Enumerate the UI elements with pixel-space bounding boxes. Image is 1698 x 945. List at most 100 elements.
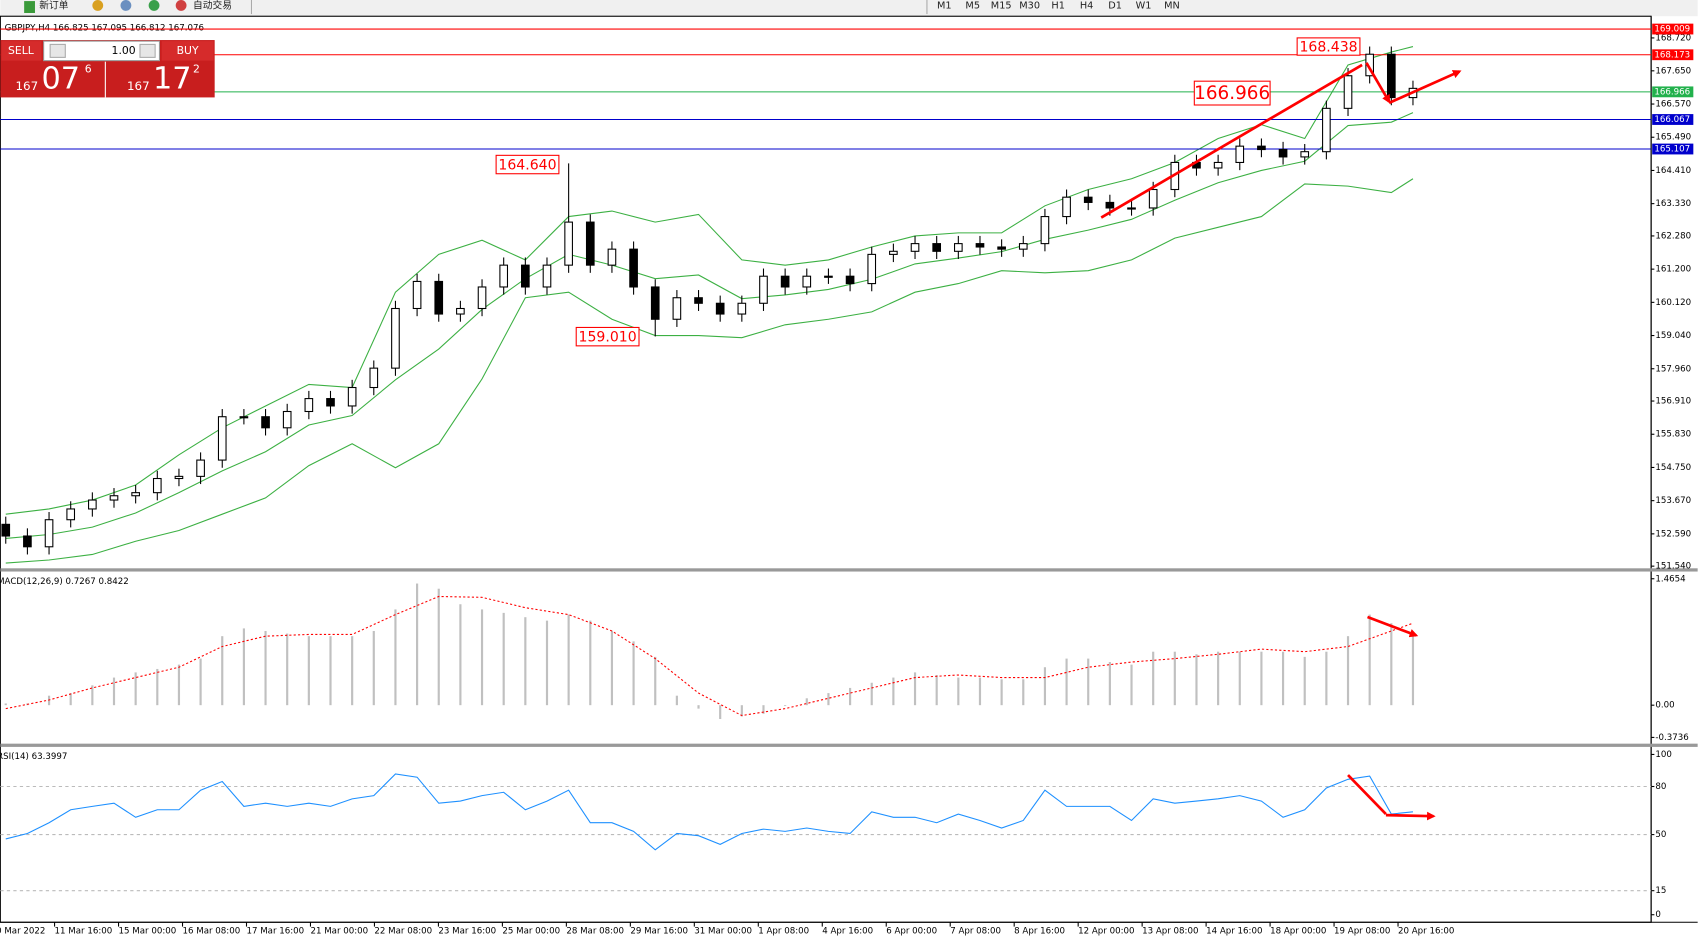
candle-body [282,410,292,429]
icon [92,0,104,11]
buy-label[interactable]: BUY [177,44,199,57]
macd-bar [156,668,159,706]
sell-price-pips[interactable]: 07 [41,62,80,97]
macd-bar [675,695,678,706]
candle-body [953,243,963,252]
timeframe-button[interactable]: M15 [991,0,1012,11]
candle-body [196,459,205,477]
timeframe-button[interactable]: M1 [937,0,952,11]
price-level-label: 169.009 [1654,25,1690,35]
candle-body [802,275,812,288]
candle-body [1257,145,1266,151]
buy-price-point[interactable]: 2 [193,62,200,75]
macd-bar [719,705,722,719]
macd-bar [1043,667,1047,706]
buy-button[interactable] [161,41,214,61]
macd-bar [545,620,549,706]
macd-bar [1325,651,1328,706]
candle-body [845,275,855,285]
timeframe-button[interactable]: M30 [1019,0,1040,11]
y-tick-label: 162.280 [1655,231,1691,241]
price-annotation-box [495,154,560,175]
macd-bar [827,693,830,706]
macd-bar [459,604,462,706]
timeframe-button[interactable]: W1 [1136,0,1152,11]
macd-bar [632,641,635,706]
macd-bar [697,705,700,709]
bollinger-middle [5,112,1414,540]
macd-bar [524,617,527,706]
candle-body [910,243,920,252]
x-tick-label: 14 Apr 16:00 [1206,926,1262,936]
sell-label[interactable]: SELL [8,44,34,57]
buy-price-big[interactable]: 167 [127,79,150,93]
candle-body [152,477,162,494]
x-tick-label: 1 Apr 08:00 [758,926,809,936]
macd-bar [610,630,614,706]
timeframe-button[interactable]: H4 [1080,0,1094,11]
x-tick-label: 12 Apr 00:00 [1078,926,1134,936]
y-tick-label: 165.490 [1655,133,1691,143]
y-tick-label: 152.590 [1655,529,1691,539]
buy-price-pips[interactable]: 17 [153,62,192,97]
candle-body [261,416,270,429]
macd-bar [805,698,808,706]
timeframe-button[interactable]: MN [1164,0,1180,11]
x-tick-label: 8 Apr 16:00 [1014,926,1065,936]
x-tick-label: 29 Mar 16:00 [630,926,688,936]
macd-bar [69,693,72,706]
macd-bar [502,612,505,706]
macd-bar [1368,614,1371,706]
candle-body [412,280,422,310]
y-tick-label: 0 [1655,910,1660,920]
y-tick-label: 15 [1655,886,1666,896]
y-tick-label: 153.670 [1655,496,1691,506]
macd-bar [784,705,787,707]
lots-input[interactable] [43,40,161,62]
x-tick-label: 15 Mar 00:00 [119,926,177,936]
timeframe-button[interactable]: D1 [1108,0,1122,11]
macd-bar [913,672,917,706]
candle-body [889,250,898,255]
arrow [1388,70,1462,105]
candle-body [1127,207,1136,210]
candle-body [521,264,530,288]
x-tick-label: 21 Mar 00:00 [310,926,368,936]
candle-body [650,286,660,320]
candle-body [391,307,400,369]
lots-value[interactable]: 1.00 [112,44,136,57]
panel-separator [0,743,1698,747]
macd-bar [589,620,592,706]
sell-button[interactable] [1,41,42,61]
lots-down[interactable] [49,43,66,58]
price-level-label: 166.966 [1654,87,1690,97]
y-tick-label: 151.540 [1655,562,1691,572]
trend-line [1100,63,1363,219]
macd-bar [1065,658,1068,706]
candle-body [694,297,703,304]
price-level-tag [1652,86,1694,98]
auto-trade-button[interactable]: 自动交易 [193,0,232,11]
x-tick-label: 18 Apr 00:00 [1270,926,1326,936]
timeframe-button[interactable]: M5 [965,0,980,11]
macd-bar [1260,651,1263,706]
sell-price-big[interactable]: 167 [15,79,38,93]
candle-body [867,253,877,285]
macd-bar [1195,654,1198,706]
candle-body [1322,107,1331,153]
macd-bar [740,705,743,717]
arrow [1365,62,1391,104]
candle-body [542,264,552,288]
macd-bar [4,703,7,706]
lots-up[interactable] [139,43,156,58]
macd-bar [762,705,765,714]
y-tick-label: 155.830 [1655,430,1691,440]
timeframe-button[interactable]: H1 [1051,0,1065,11]
x-tick-label: 19 Apr 08:00 [1334,926,1390,936]
y-tick-label: 168.720 [1655,33,1691,43]
new-order-button[interactable]: 新订单 [39,0,68,11]
price-level-tag [1652,49,1694,61]
x-tick-label: 22 Mar 08:00 [374,926,432,936]
price-annotation: 168.438 [1299,40,1357,56]
sell-price-point[interactable]: 6 [85,62,92,75]
